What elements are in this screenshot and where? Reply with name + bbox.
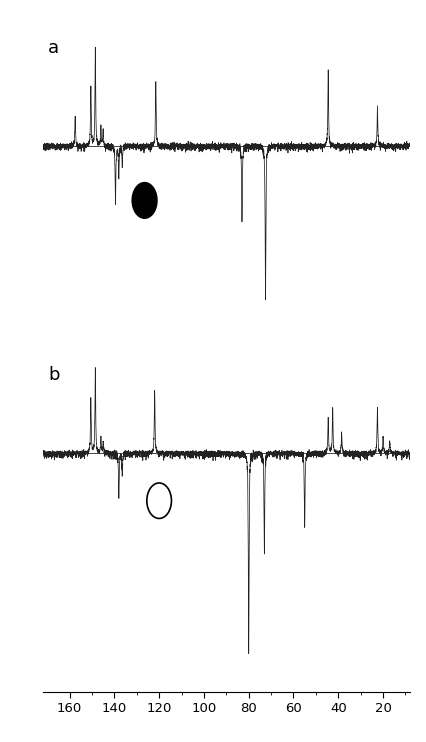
Text: b: b — [48, 366, 60, 384]
Text: a: a — [48, 39, 59, 57]
Ellipse shape — [147, 483, 171, 519]
Ellipse shape — [132, 183, 156, 218]
